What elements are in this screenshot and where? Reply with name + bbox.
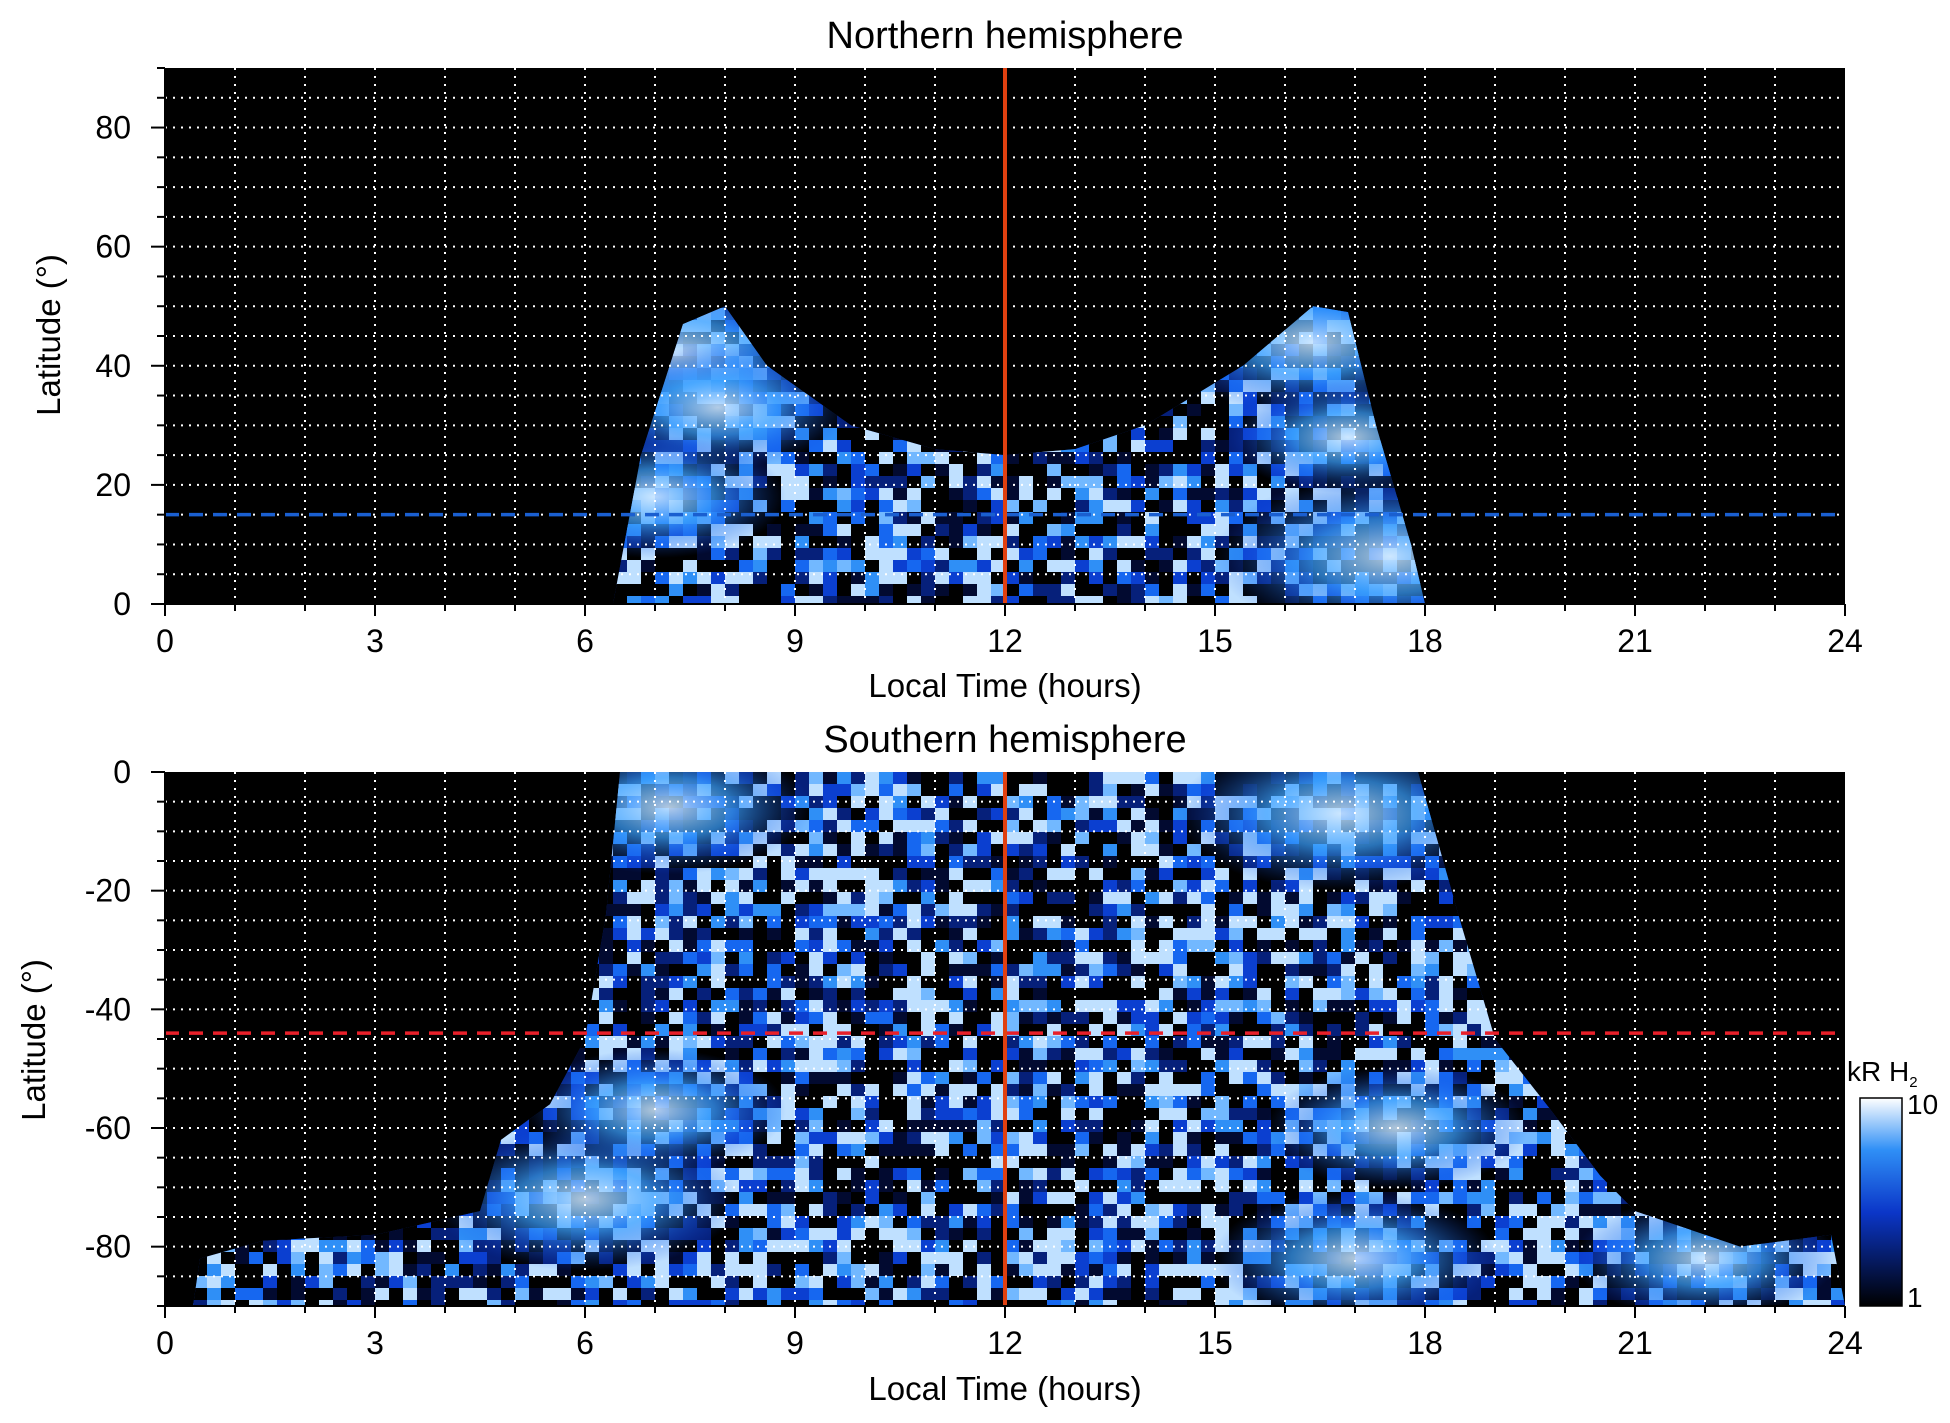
colorbar-min-label: 1 bbox=[1907, 1282, 1923, 1313]
y-tick-label: 80 bbox=[95, 110, 131, 146]
colorbar-label: kR H2 bbox=[1847, 1056, 1918, 1091]
axis-ticks bbox=[151, 771, 1846, 1318]
x-tick-labels: 0 3 6 9 12 15 18 21 24 bbox=[156, 1325, 1863, 1361]
x-tick-label: 18 bbox=[1407, 1325, 1443, 1361]
colorbar-gradient bbox=[1859, 1097, 1903, 1307]
y-tick-label: -80 bbox=[85, 1229, 131, 1265]
y-tick-label: 20 bbox=[95, 467, 131, 503]
x-tick-label: 0 bbox=[156, 623, 174, 659]
x-tick-label: 6 bbox=[576, 1325, 594, 1361]
y-axis-label: Latitude (°) bbox=[15, 959, 52, 1121]
x-tick-label: 9 bbox=[786, 623, 804, 659]
y-tick-label: 60 bbox=[95, 229, 131, 265]
bright-region bbox=[1212, 1191, 1498, 1306]
x-tick-label: 0 bbox=[156, 1325, 174, 1361]
x-tick-label: 24 bbox=[1827, 623, 1863, 659]
x-tick-label: 15 bbox=[1197, 1325, 1233, 1361]
y-axis-label: Latitude (°) bbox=[30, 254, 67, 416]
bright-region bbox=[523, 1048, 787, 1172]
x-axis-label: Local Time (hours) bbox=[868, 667, 1141, 704]
x-tick-label: 18 bbox=[1407, 623, 1443, 659]
chart-title: Northern hemisphere bbox=[827, 15, 1184, 57]
axis-ticks bbox=[151, 67, 1846, 616]
y-tick-label: 0 bbox=[113, 586, 131, 622]
chart-title: Southern hemisphere bbox=[823, 719, 1186, 761]
y-tick-label: -20 bbox=[85, 873, 131, 909]
y-tick-labels: -80 -60 -40 -20 0 bbox=[85, 754, 131, 1265]
y-tick-label: -60 bbox=[85, 1110, 131, 1146]
x-tick-labels: 0 3 6 9 12 15 18 21 24 bbox=[156, 623, 1863, 659]
colorbar: kR H2 10 1 bbox=[1847, 1056, 1938, 1313]
x-tick-label: 12 bbox=[987, 623, 1023, 659]
x-tick-label: 3 bbox=[366, 1325, 384, 1361]
x-tick-label: 6 bbox=[576, 623, 594, 659]
x-tick-label: 9 bbox=[786, 1325, 804, 1361]
y-tick-label: 40 bbox=[95, 348, 131, 384]
colorbar-max-label: 10 bbox=[1907, 1089, 1938, 1120]
x-tick-label: 15 bbox=[1197, 623, 1233, 659]
x-tick-label: 21 bbox=[1617, 1325, 1653, 1361]
x-axis-label: Local Time (hours) bbox=[868, 1370, 1141, 1407]
y-tick-label: 0 bbox=[113, 754, 131, 790]
y-tick-labels: 0 20 40 60 80 bbox=[95, 110, 131, 622]
southern-panel: Southern hemisphere 0 3 6 9 12 15 18 21 24 -80 -6… bbox=[15, 719, 1863, 1407]
grid-lines bbox=[165, 68, 1845, 604]
northern-panel: Northern hemisphere 0 3 6 9 12 15 18 21 24 0 20 40… bbox=[30, 15, 1863, 704]
x-tick-label: 21 bbox=[1617, 623, 1653, 659]
bright-region bbox=[613, 435, 787, 559]
x-tick-label: 12 bbox=[987, 1325, 1023, 1361]
y-tick-label: -40 bbox=[85, 991, 131, 1027]
grid-lines bbox=[165, 772, 1845, 1306]
x-tick-label: 3 bbox=[366, 623, 384, 659]
x-tick-label: 24 bbox=[1827, 1325, 1863, 1361]
